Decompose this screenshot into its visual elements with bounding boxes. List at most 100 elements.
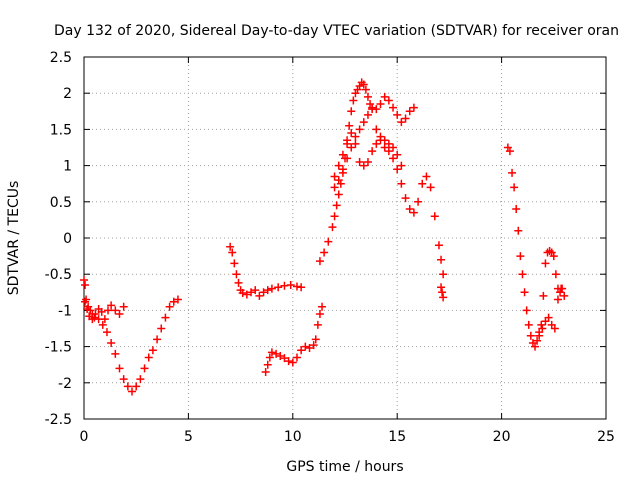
data-point [355, 157, 364, 166]
data-point [533, 336, 542, 345]
data-point [426, 183, 435, 192]
data-point [508, 168, 517, 177]
data-point [544, 313, 553, 322]
data-point [539, 291, 548, 300]
data-point [263, 360, 272, 369]
data-point [100, 315, 109, 324]
data-point [140, 364, 149, 373]
data-point [115, 310, 124, 319]
data-point [272, 349, 281, 358]
data-point [315, 310, 324, 319]
data-point [338, 165, 347, 174]
y-tick-label: -2.5 [45, 412, 72, 428]
data-point [232, 270, 241, 279]
data-point [372, 125, 381, 134]
data-point [393, 165, 402, 174]
data-point [102, 328, 111, 337]
data-point [98, 320, 107, 329]
data-point [549, 252, 558, 261]
data-point [165, 302, 174, 311]
data-point [512, 205, 521, 214]
data-point [328, 223, 337, 232]
data-point [261, 367, 270, 376]
data-point [128, 387, 137, 396]
data-point [338, 150, 347, 159]
data-point [526, 331, 535, 340]
data-point [97, 307, 106, 316]
data-point [267, 284, 276, 293]
data-point [80, 275, 88, 284]
data-point [351, 139, 360, 148]
data-point [311, 335, 320, 344]
y-tick-label: 0.5 [50, 195, 72, 211]
y-axis-label: SDTVAR / TECUs [6, 181, 22, 296]
y-tick-label: -1.5 [45, 340, 72, 356]
data-point [505, 147, 514, 156]
data-point [405, 107, 414, 116]
data-point [81, 297, 90, 306]
data-point [83, 304, 92, 313]
data-point [267, 348, 276, 357]
data-point [318, 302, 327, 311]
data-point [173, 295, 182, 304]
data-point [518, 270, 527, 279]
data-point [88, 315, 97, 324]
data-point [334, 176, 343, 185]
data-point [405, 205, 414, 214]
data-point [297, 346, 306, 355]
data-point [389, 103, 398, 112]
data-point [541, 259, 550, 268]
data-point [438, 288, 447, 297]
data-point [119, 375, 128, 384]
x-tick-label: 15 [388, 429, 406, 445]
data-point [347, 143, 356, 152]
data-point [111, 306, 120, 315]
grid-lines [84, 57, 606, 419]
data-point [107, 301, 116, 310]
data-point [284, 357, 293, 366]
x-tick-label: 20 [493, 429, 511, 445]
x-tick-label: 5 [184, 429, 193, 445]
data-point [535, 331, 544, 340]
x-tick-label: 25 [597, 429, 615, 445]
data-point [132, 382, 141, 391]
data-point [384, 147, 393, 156]
data-point [265, 353, 274, 362]
data-point [334, 161, 343, 170]
data-point [119, 302, 128, 311]
series-arc-2 [81, 297, 128, 324]
data-point [157, 324, 166, 333]
data-point [437, 255, 446, 264]
data-point [434, 241, 443, 250]
y-tick-label: 0 [63, 231, 72, 247]
data-point [422, 172, 431, 181]
data-point [320, 248, 329, 257]
y-tick-label: -2 [58, 376, 72, 392]
data-point [409, 208, 418, 217]
data-point [557, 284, 566, 293]
y-tick-label: -1 [58, 303, 72, 319]
data-point [389, 143, 398, 152]
data-point [315, 257, 324, 266]
data-point [305, 344, 314, 353]
data-point [363, 157, 372, 166]
data-point [255, 291, 264, 300]
data-point [520, 288, 529, 297]
y-tick-label: 1 [63, 159, 72, 175]
data-point [401, 114, 410, 123]
y-tick-label: 1.5 [50, 122, 72, 138]
y-tick-label: -0.5 [45, 267, 72, 283]
axis-ticks [83, 56, 607, 420]
data-point [242, 290, 251, 299]
data-point [537, 320, 546, 329]
series-arc-3 [226, 242, 306, 300]
series-arc-8 [437, 283, 448, 302]
data-point [263, 286, 272, 295]
data-point [351, 132, 360, 141]
data-point [355, 125, 364, 134]
data-point [384, 139, 393, 148]
data-point [161, 313, 170, 322]
data-point [409, 103, 418, 112]
data-point [389, 154, 398, 163]
data-point [418, 179, 427, 188]
